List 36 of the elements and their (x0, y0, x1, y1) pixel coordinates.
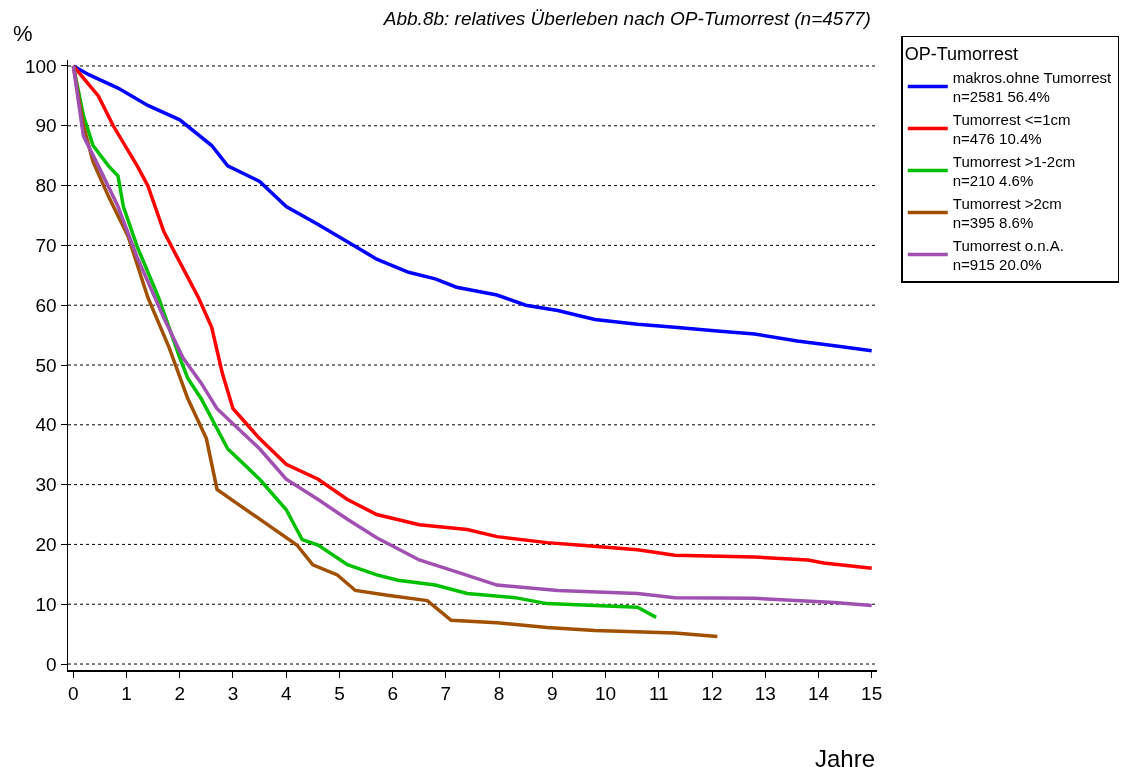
x-tick-label: 13 (754, 683, 776, 705)
x-tick-label: 1 (121, 683, 132, 705)
x-tick-label: 4 (280, 683, 292, 705)
x-tick-label: 11 (648, 683, 669, 705)
legend-label: Tumorrest <=1cm n=476 10.4% (952, 110, 1071, 148)
x-tick-label: 2 (174, 683, 186, 705)
x-tick-label: 14 (807, 683, 830, 705)
y-tick-label: 50 (35, 354, 57, 376)
y-tick-label: 40 (35, 414, 57, 436)
y-tick-label: 70 (35, 235, 57, 257)
x-tick-label: 0 (68, 683, 79, 705)
legend-label: Tumorrest >2cm n=395 8.6% (952, 194, 1062, 232)
y-tick-label: 100 (25, 55, 57, 77)
legend-label: Tumorrest o.n.A. n=915 20.0% (952, 236, 1064, 274)
x-tick-label: 15 (861, 683, 883, 705)
legend-label: Tumorrest >1-2cm n=210 4.6% (952, 152, 1076, 190)
y-tick-label: 90 (35, 115, 57, 137)
x-tick-label: 10 (594, 683, 617, 705)
x-tick-label: 6 (387, 683, 398, 705)
y-tick-label: 0 (46, 653, 57, 675)
y-tick-label: 30 (35, 474, 57, 496)
x-tick-label: 8 (493, 683, 505, 705)
x-tick-label: 9 (547, 683, 558, 705)
legend-label: makros.ohne Tumorrest n=2581 56.4% (952, 68, 1112, 106)
x-axis-title: Jahre (815, 745, 876, 767)
x-tick-label: 7 (440, 683, 452, 705)
y-tick-label: 10 (35, 593, 57, 615)
x-tick-label: 3 (227, 683, 239, 705)
y-tick-label: 60 (35, 294, 57, 316)
chart-title: Abb.8b: relatives Überleben nach OP-Tumorrest (n=4577) (382, 7, 871, 29)
legend-title: OP-Tumorrest (904, 44, 1019, 65)
y-tick-label: 80 (35, 175, 57, 197)
y-tick-label: 20 (35, 534, 57, 556)
y-axis-title: % (13, 21, 33, 46)
x-tick-label: 5 (334, 683, 345, 705)
x-tick-label: 12 (701, 683, 723, 705)
